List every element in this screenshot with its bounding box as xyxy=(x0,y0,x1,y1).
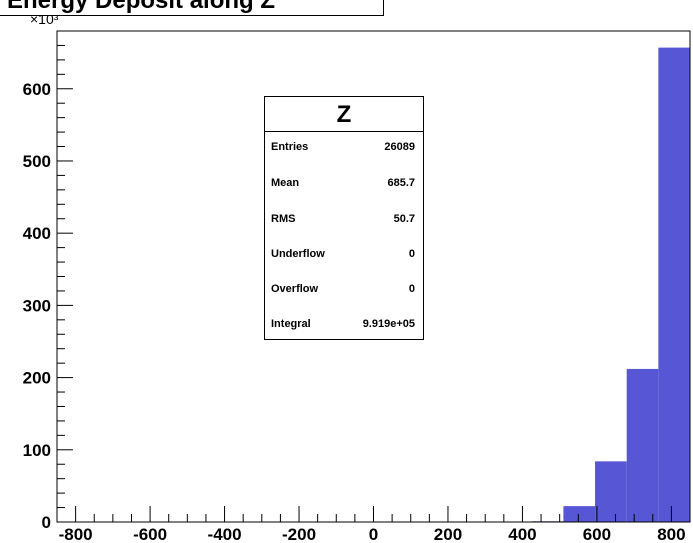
histogram-bars xyxy=(531,47,690,523)
stats-row-overflow: Overflow 0 xyxy=(265,279,423,299)
stats-label: Underflow xyxy=(271,248,325,260)
x-tick-label: 600 xyxy=(583,525,611,543)
stats-box: Z Entries 26089 Mean 685.7 RMS 50.7 Unde… xyxy=(264,96,424,340)
x-tick-label: 400 xyxy=(508,525,536,543)
chart-title: Energy Deposit along Z xyxy=(7,0,276,14)
stats-label: Mean xyxy=(271,177,300,189)
chart-title-box: Energy Deposit along Z xyxy=(0,0,384,16)
x-tick-label: -600 xyxy=(133,525,167,543)
histogram-bar xyxy=(626,368,659,522)
x-axis-ticks: -800 -600 -400 -200 0 200 400 600 800 xyxy=(56,506,691,543)
stats-row-entries: Entries 26089 xyxy=(265,137,423,157)
stats-label: Integral xyxy=(271,318,311,330)
stats-value: 9.919e+05 xyxy=(362,318,415,330)
stats-label: RMS xyxy=(271,213,296,225)
stats-value: 0 xyxy=(408,283,415,295)
stats-value: 26089 xyxy=(384,141,415,153)
stats-row-integral: Integral 9.919e+05 xyxy=(265,314,423,334)
stats-row-underflow: Underflow 0 xyxy=(265,244,423,264)
y-tick-label: 0 xyxy=(42,513,51,532)
y-tick-label: 600 xyxy=(23,80,51,99)
stats-divider xyxy=(265,131,423,132)
stats-row-mean: Mean 685.7 xyxy=(265,173,423,193)
x-tick-label: 0 xyxy=(369,525,378,543)
histogram-bar xyxy=(563,506,596,522)
x-tick-label: -800 xyxy=(59,525,93,543)
y-tick-label: 200 xyxy=(23,369,51,388)
stats-value: 0 xyxy=(408,248,415,260)
histogram-bar xyxy=(595,461,627,522)
y-tick-label: 400 xyxy=(23,224,51,243)
x-tick-label: 800 xyxy=(657,525,685,543)
stats-title: Z xyxy=(336,101,352,128)
histogram-bar xyxy=(658,47,690,522)
stats-value: 50.7 xyxy=(393,213,415,225)
x-tick-label: -200 xyxy=(282,525,316,543)
stats-value: 685.7 xyxy=(387,177,415,189)
stats-label: Entries xyxy=(271,141,309,153)
stats-label: Overflow xyxy=(271,283,319,295)
y-tick-label: 500 xyxy=(23,152,51,171)
x-tick-label: -400 xyxy=(208,525,242,543)
y-tick-label: 300 xyxy=(23,296,51,315)
y-tick-label: 100 xyxy=(23,441,51,460)
stats-row-rms: RMS 50.7 xyxy=(265,209,423,229)
x-tick-label: 200 xyxy=(434,525,462,543)
y-axis-ticks: 0 100 200 300 400 500 600 xyxy=(23,30,73,532)
